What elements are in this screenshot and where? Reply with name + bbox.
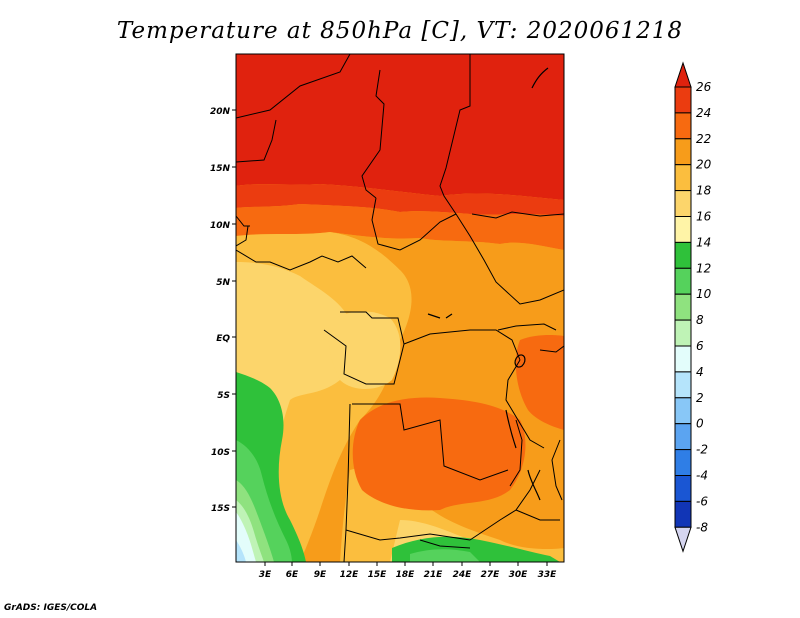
- colorbar-swatch: [674, 345, 692, 373]
- field-band-16-coast: [236, 262, 355, 562]
- colorbar-bottom-arrow: [674, 526, 692, 553]
- colorbar-level-label: 10: [696, 287, 712, 301]
- field-band-10-southeast: [410, 549, 480, 562]
- lon-tick-label: 15E: [368, 570, 388, 580]
- colorbar-level-label: 6: [696, 339, 704, 353]
- lon-tick-label: 24E: [453, 570, 473, 580]
- colorbar-swatch: [674, 475, 692, 502]
- lon-tick-label: 12E: [340, 570, 360, 580]
- lat-tick-label: 15S: [211, 504, 230, 514]
- lon-tick-label: 3E: [259, 570, 272, 580]
- colorbar-swatch: [674, 112, 692, 140]
- field-band-2-southwest: [236, 540, 246, 562]
- lat-tick-label: 5S: [217, 391, 230, 401]
- colorbar-level-label: -8: [696, 520, 708, 534]
- colorbar-swatch: [674, 500, 692, 528]
- colorbar-swatch: [674, 267, 692, 295]
- map-frame: [235, 53, 565, 563]
- colorbar-level-label: 4: [696, 365, 704, 379]
- colorbar-swatch: [674, 319, 692, 347]
- temperature-field: [236, 54, 564, 562]
- colorbar-swatch: [674, 449, 692, 477]
- lon-tick-label: 18E: [396, 570, 416, 580]
- lon-tick-label: 27E: [481, 570, 501, 580]
- map-title: Temperature at 850hPa [C], VT: 202006121…: [116, 18, 684, 44]
- lat-tick-label: EQ: [216, 334, 230, 344]
- colorbar-level-label: 20: [696, 158, 712, 172]
- colorbar-level-label: 14: [696, 235, 711, 249]
- colorbar-swatch: [674, 293, 692, 321]
- field-band-22-south: [352, 397, 526, 511]
- lon-tick-label: 33E: [538, 570, 558, 580]
- latitude-axis: 20N 15N 10N 5N EQ 5S 10S 15S: [210, 107, 236, 514]
- colorbar-level-label: 16: [696, 210, 712, 224]
- colorbar-swatch: [674, 216, 692, 243]
- field-band-24: [236, 184, 564, 216]
- colorbar-level-label: -2: [696, 443, 708, 457]
- field-band-26: [236, 54, 564, 200]
- lat-tick-label: 20N: [210, 107, 231, 117]
- colorbar-swatch: [674, 241, 692, 269]
- lon-tick-label: 30E: [509, 570, 529, 580]
- lat-tick-label: 10N: [210, 221, 231, 231]
- colorbar-level-label: 0: [696, 417, 704, 431]
- colorbar-level-label: 12: [696, 261, 711, 275]
- lat-tick-label: 15N: [210, 164, 231, 174]
- colorbar-swatch: [674, 138, 692, 166]
- field-band-20-north-central: [330, 232, 564, 300]
- colorbar-level-label: 26: [696, 80, 712, 94]
- longitude-axis: 3E 6E 9E 12E 15E 18E 21E 24E 27E 30E 33E: [259, 562, 557, 580]
- colorbar-level-label: -6: [696, 494, 708, 508]
- colorbar-level-label: 2: [696, 391, 704, 405]
- colorbar-top-arrow: [674, 61, 692, 88]
- colorbar-swatch: [674, 190, 692, 218]
- colorbar-level-label: -4: [696, 469, 708, 483]
- lat-tick-label: 5N: [216, 278, 230, 288]
- field-band-22-east: [515, 335, 564, 430]
- lakes: [427, 67, 549, 501]
- lon-tick-label: 6E: [286, 570, 299, 580]
- colorbar-level-label: 8: [696, 313, 704, 327]
- colorbar-swatch: [674, 86, 692, 114]
- credit-label: GrADS: IGES/COLA: [4, 603, 98, 613]
- colorbar-level-label: 24: [696, 106, 711, 120]
- lon-tick-label: 9E: [314, 570, 327, 580]
- colorbar-level-label: 22: [696, 132, 711, 146]
- colorbar-swatch: [674, 397, 692, 425]
- lon-tick-label: 21E: [424, 570, 444, 580]
- colorbar-level-label: 18: [696, 184, 712, 198]
- colorbar-swatch: [674, 423, 692, 451]
- lat-tick-label: 10S: [211, 448, 230, 458]
- field-band-16-congo: [328, 311, 401, 389]
- country-boundaries: [236, 54, 564, 562]
- colorbar-swatch: [674, 371, 692, 399]
- colorbar-swatch: [674, 164, 692, 192]
